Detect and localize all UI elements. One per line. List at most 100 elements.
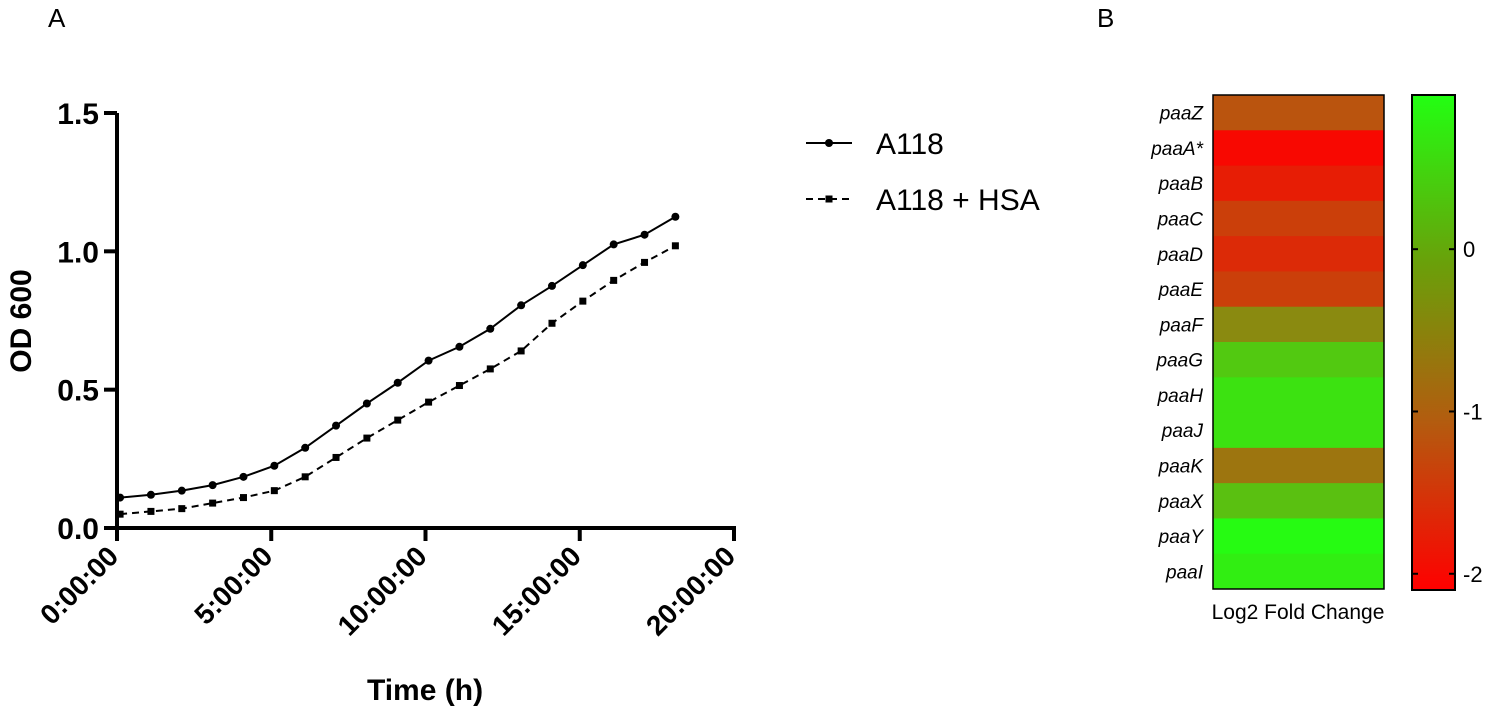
line-chart-legend: A118 A118 + HSA: [806, 128, 1040, 217]
colorbar-gradient: [1411, 94, 1456, 591]
data-point-square: [147, 507, 155, 515]
y-axis-ticks: 0.0 0.5 1.0 1.5: [57, 98, 117, 546]
gene-label: paaH: [1157, 386, 1204, 407]
data-point-square: [332, 453, 340, 461]
series-layer: [116, 212, 680, 518]
line-chart-axes: [115, 113, 736, 530]
panel-b-letter: B: [1097, 3, 1114, 33]
heatmap-cell: [1213, 130, 1384, 167]
heatmap-border: [1212, 94, 1385, 590]
heatmap-row-labels: paaZ paaA* paaB paaC paaD paaE paaF paaG paaH paa…: [1150, 104, 1204, 584]
data-point-square: [239, 494, 247, 502]
gene-label: paaE: [1158, 280, 1204, 301]
heatmap-cell: [1213, 165, 1384, 202]
data-point-square: [394, 416, 402, 424]
data-point-circle: [239, 472, 248, 481]
heatmap-cell: [1213, 377, 1384, 414]
gene-label: paaJ: [1161, 421, 1204, 442]
heatmap-x-label: Log2 Fold Change: [1212, 601, 1385, 624]
heatmap-cell: [1213, 95, 1384, 131]
heatmap-cell: [1213, 342, 1384, 378]
legend-label-2: A118 + HSA: [876, 184, 1040, 217]
data-point-square: [116, 510, 124, 518]
data-point-square: [486, 365, 494, 373]
gene-label: paaA*: [1150, 139, 1203, 160]
data-point-square: [641, 258, 649, 266]
data-point-square: [579, 297, 587, 305]
data-point-circle: [671, 212, 680, 221]
heatmap-cell: [1213, 483, 1384, 519]
data-point-circle: [455, 342, 464, 351]
heatmap-cell: [1213, 306, 1384, 343]
colorbar-tick-label: -1: [1463, 399, 1483, 424]
y-axis-title: OD 600: [5, 269, 38, 372]
colorbar-tick-label: 0: [1463, 237, 1475, 262]
data-point-square: [455, 382, 463, 390]
y-tick-label: 1.0: [57, 236, 99, 269]
x-tick-label: 0:00:00: [34, 540, 124, 630]
gene-label: paaD: [1157, 245, 1204, 266]
data-point-square: [610, 276, 618, 284]
y-tick-label: 0.5: [57, 375, 99, 408]
data-point-circle: [578, 261, 587, 270]
heatmap-cell: [1213, 553, 1384, 590]
fold-change-heatmap: paaZ paaA* paaB paaC paaD paaE paaF paaG paaH paa…: [1150, 94, 1483, 624]
x-axis-ticks: 0:00:00 5:00:00 10:00:00 15:00:00 20:00:00: [34, 528, 741, 642]
x-tick-label: 20:00:00: [640, 540, 741, 641]
data-point-circle: [640, 230, 649, 239]
y-tick-label: 1.5: [57, 98, 99, 131]
data-point-circle: [208, 481, 217, 490]
x-axis-title: Time (h): [367, 674, 483, 707]
gene-label: paaI: [1165, 562, 1204, 583]
growth-line-chart: 0.0 0.5 1.0 1.5 0:00:00 5:00:00 10:00:00 15:00…: [5, 98, 1040, 707]
panel-a-letter: A: [48, 3, 66, 33]
heatmap-cell: [1213, 236, 1384, 272]
colorbar: 0 -1 -2: [1411, 94, 1483, 591]
y-tick-label: 0.0: [57, 513, 99, 546]
data-point-circle: [177, 486, 186, 495]
data-point-square: [270, 487, 278, 495]
data-point-circle: [270, 461, 279, 470]
gene-label: paaC: [1157, 210, 1204, 231]
data-point-circle: [609, 240, 618, 249]
gene-label: paaX: [1158, 492, 1205, 513]
data-point-circle: [332, 421, 341, 430]
x-tick-label: 5:00:00: [188, 540, 278, 630]
gene-label: paaZ: [1159, 104, 1205, 125]
data-point-square: [425, 398, 433, 406]
data-point-circle: [362, 399, 371, 408]
heatmap-cell: [1213, 518, 1384, 555]
gene-label: paaY: [1158, 527, 1205, 548]
data-point-square: [178, 505, 186, 513]
legend-marker-circle: [825, 139, 833, 147]
data-point-circle: [517, 301, 526, 310]
heatmap-cell: [1213, 200, 1384, 237]
data-point-square: [517, 347, 525, 355]
colorbar-tick-label: -2: [1463, 562, 1483, 587]
gene-label: paaK: [1158, 457, 1205, 478]
legend-marker-square: [825, 195, 833, 203]
gene-label: paaF: [1159, 315, 1205, 336]
heatmap-cell: [1213, 412, 1384, 449]
legend-label-1: A118: [876, 128, 944, 161]
heatmap-cells: [1213, 95, 1384, 590]
data-point-square: [548, 319, 556, 327]
data-point-circle: [424, 356, 433, 365]
colorbar-ticks: 0 -1 -2: [1412, 237, 1483, 587]
gene-label: paaG: [1156, 351, 1203, 372]
data-point-square: [209, 499, 217, 507]
data-point-circle: [301, 443, 310, 452]
data-point-square: [363, 434, 371, 442]
series-line-1: [119, 215, 676, 499]
data-point-circle: [146, 490, 155, 499]
heatmap-cell: [1213, 271, 1384, 308]
data-point-square: [671, 242, 679, 250]
data-point-circle: [393, 378, 402, 387]
x-tick-label: 15:00:00: [486, 540, 587, 641]
data-point-circle: [116, 493, 125, 502]
data-point-circle: [486, 324, 495, 333]
x-tick-label: 10:00:00: [332, 540, 433, 641]
heatmap-cell: [1213, 447, 1384, 484]
gene-label: paaB: [1158, 174, 1204, 195]
